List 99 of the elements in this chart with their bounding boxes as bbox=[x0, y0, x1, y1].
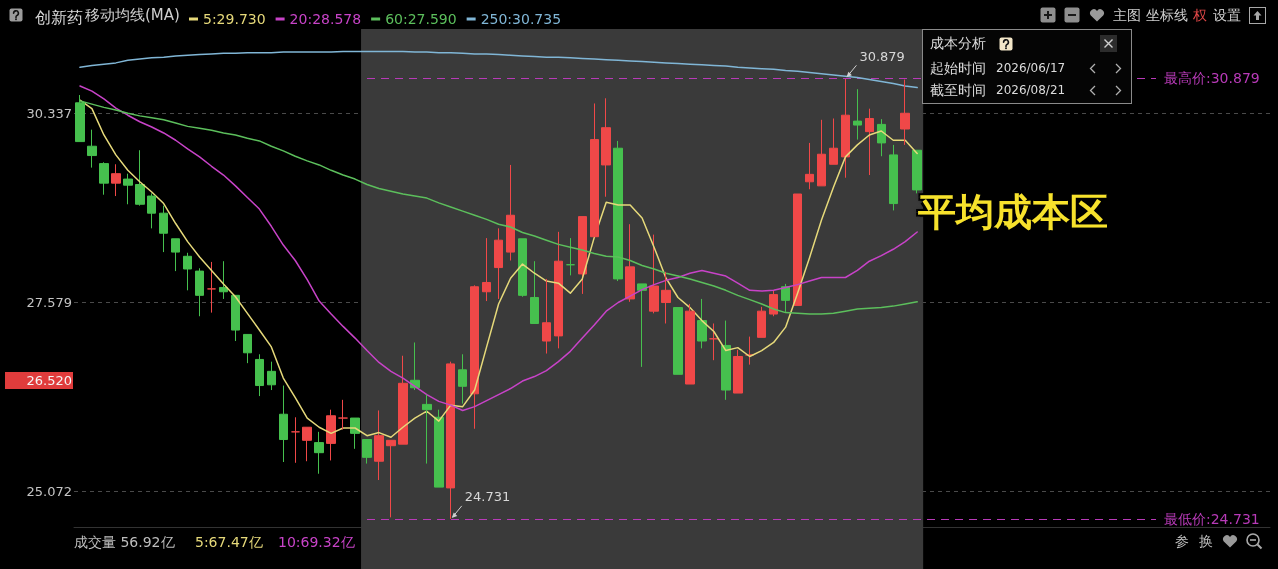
candlestick bbox=[566, 237, 575, 276]
candlestick bbox=[781, 283, 790, 313]
y-tick-label: 27.579 bbox=[26, 295, 72, 311]
candlestick bbox=[267, 361, 276, 391]
text: 换 bbox=[1199, 532, 1213, 550]
candlestick bbox=[87, 129, 97, 169]
candlestick bbox=[398, 355, 408, 445]
annotation: 30.879 bbox=[859, 48, 905, 64]
candlestick bbox=[542, 278, 551, 355]
candlestick bbox=[613, 140, 623, 282]
text: 坐标线 bbox=[1146, 6, 1188, 24]
y-tick-label: 25.072 bbox=[26, 484, 72, 500]
candlestick bbox=[219, 260, 228, 300]
candlestick bbox=[195, 267, 204, 317]
candlestick bbox=[482, 237, 491, 302]
candlestick bbox=[470, 284, 479, 430]
candlestick bbox=[123, 173, 133, 205]
candlestick bbox=[769, 289, 778, 317]
candlestick bbox=[817, 119, 826, 187]
text: 26.520 bbox=[5, 371, 73, 389]
candlestick bbox=[458, 353, 467, 405]
candlestick bbox=[386, 439, 396, 518]
candlestick bbox=[99, 161, 109, 196]
candlestick bbox=[757, 306, 766, 338]
candlestick bbox=[183, 252, 192, 291]
candlestick bbox=[829, 117, 838, 165]
candlestick bbox=[518, 238, 527, 298]
text: 2026/08/21 bbox=[996, 82, 1066, 98]
candlestick bbox=[434, 409, 444, 488]
candlestick bbox=[685, 303, 695, 385]
candlestick bbox=[637, 283, 647, 368]
candlestick bbox=[422, 394, 432, 465]
legend-title: 移动均线(MA) bbox=[85, 5, 180, 24]
candlestick bbox=[661, 271, 671, 324]
candlestick bbox=[314, 431, 324, 475]
candlestick bbox=[673, 307, 683, 375]
candlestick bbox=[302, 426, 312, 462]
candlestick bbox=[135, 149, 145, 207]
candlestick bbox=[578, 216, 587, 295]
candlestick bbox=[494, 227, 503, 300]
candlestick bbox=[506, 164, 515, 262]
y-tick-label: 30.337 bbox=[26, 105, 72, 121]
ref-line-label: 最低价:24.731 bbox=[1164, 510, 1260, 527]
text: 成本分析 bbox=[930, 34, 986, 52]
candlestick bbox=[733, 349, 743, 394]
candlestick bbox=[374, 409, 384, 481]
candlestick bbox=[889, 144, 898, 211]
legend-label: 5:29.730 bbox=[203, 11, 266, 27]
candlestick bbox=[231, 294, 240, 342]
candlestick bbox=[649, 234, 659, 314]
candlestick bbox=[793, 193, 802, 306]
text: 5:67.47亿 bbox=[195, 533, 263, 551]
annotation: 平均成本区 bbox=[918, 190, 1108, 234]
text: 成交量 56.92亿 bbox=[74, 533, 175, 551]
text: 10:69.32亿 bbox=[278, 533, 355, 551]
candlestick bbox=[243, 333, 252, 364]
candlestick bbox=[326, 409, 336, 461]
candlestick bbox=[721, 320, 731, 401]
candlestick bbox=[338, 399, 348, 431]
candlestick bbox=[554, 231, 563, 349]
candlestick bbox=[159, 205, 168, 253]
legend-label: 20:28.578 bbox=[289, 11, 362, 27]
candlestick bbox=[853, 88, 862, 141]
candlestick bbox=[841, 77, 850, 179]
text: 设置 bbox=[1213, 6, 1241, 24]
text: 截至时间 bbox=[930, 81, 986, 99]
candlestick bbox=[171, 238, 180, 272]
text: 参 bbox=[1175, 532, 1189, 550]
candlestick bbox=[207, 261, 216, 314]
candlestick bbox=[877, 118, 886, 157]
candlestick bbox=[709, 322, 719, 361]
candlestick bbox=[75, 94, 85, 143]
candlestick bbox=[590, 102, 599, 238]
text: 权 bbox=[1193, 6, 1207, 24]
candlestick bbox=[697, 298, 707, 349]
annotation: 24.731 bbox=[464, 489, 511, 505]
candlestick bbox=[255, 353, 264, 397]
line-series bbox=[79, 100, 918, 315]
text: 主图 bbox=[1113, 6, 1141, 24]
candlestick bbox=[601, 97, 611, 198]
candlestick bbox=[805, 142, 814, 190]
candlestick bbox=[111, 163, 121, 197]
candlestick bbox=[147, 192, 156, 229]
text: 2026/06/17 bbox=[996, 60, 1066, 76]
candlestick bbox=[625, 223, 635, 303]
candlestick bbox=[865, 108, 874, 176]
legend-label: 250:30.735 bbox=[480, 11, 562, 27]
ref-line-label: 最高价:30.879 bbox=[1164, 70, 1260, 87]
candlestick bbox=[291, 416, 300, 464]
candlestick bbox=[530, 260, 539, 324]
candlestick bbox=[745, 336, 754, 366]
legend-label: 60:27.590 bbox=[385, 11, 457, 27]
candlestick bbox=[912, 149, 922, 194]
candlestick bbox=[279, 385, 288, 463]
line-series bbox=[79, 50, 918, 89]
chart-title: 创新药 bbox=[35, 7, 83, 27]
candlestick bbox=[362, 439, 372, 465]
candlestick bbox=[900, 79, 910, 146]
text: 起始时间 bbox=[930, 59, 986, 77]
